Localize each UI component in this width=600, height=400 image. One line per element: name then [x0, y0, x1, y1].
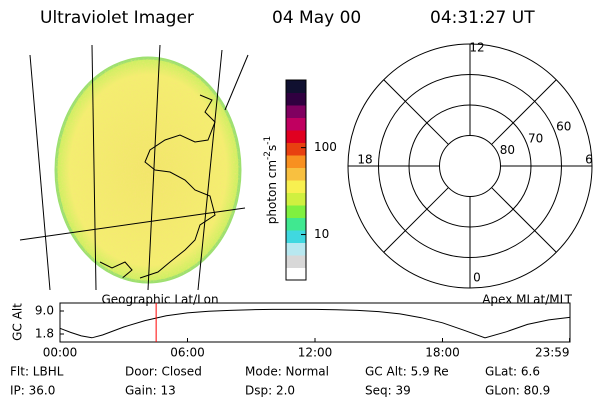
colorbar-segment — [286, 180, 306, 193]
status-field: IP: 36.0 — [10, 384, 55, 398]
label-text: s — [265, 145, 279, 151]
status-field: GC Alt: 5.9 Re — [365, 365, 449, 379]
colorbar-tick-label: 10 — [314, 227, 329, 241]
colorbar-segment — [286, 130, 306, 143]
y-axis-label: GC Alt — [11, 303, 25, 341]
colorbar-segment — [286, 217, 306, 231]
x-tick-label: 23:59 — [535, 346, 570, 360]
colorbar-segment — [286, 80, 306, 93]
x-tick-label: 06:00 — [170, 346, 205, 360]
status-field: Gain: 13 — [125, 384, 176, 398]
colorbar-segment — [286, 105, 306, 118]
colorbar-segment — [286, 255, 306, 268]
label-exponent: -1 — [263, 136, 273, 145]
latitude-label: 70 — [528, 131, 543, 145]
colorbar-segment — [286, 192, 306, 206]
colorbar-segment — [286, 205, 306, 218]
status-field: Flt: LBHL — [10, 365, 64, 379]
colorbar-segment — [286, 155, 306, 168]
spoke — [491, 79, 557, 145]
altitude-line — [59, 308, 570, 339]
colorbar-segment — [286, 117, 306, 131]
x-tick-label: 18:00 — [425, 346, 460, 360]
colorbar-frame — [285, 79, 307, 281]
status-field: Mode: Normal — [245, 365, 329, 379]
instrument: Ultraviolet Imager — [40, 8, 194, 28]
y-tick-label: 9.0 — [35, 303, 54, 317]
label-exponent: -2 — [263, 151, 273, 160]
colorbar-segment — [286, 242, 306, 256]
colorbar-label: photon cm-2s-1 — [263, 136, 279, 225]
plot-frame — [59, 302, 571, 343]
x-tick-label: 00:00 — [43, 346, 78, 360]
colorbar-segment — [286, 142, 306, 156]
colorbar-segment — [286, 267, 306, 281]
latitude-label: 60 — [556, 120, 571, 134]
colorbar-segment — [286, 92, 306, 106]
latitude-label: 80 — [500, 143, 515, 157]
spoke — [383, 79, 449, 145]
image-title: Geographic Lat/Lon — [101, 293, 218, 307]
y-tick-label: 1.8 — [35, 327, 54, 341]
status-field: Seq: 39 — [365, 384, 411, 398]
spoke — [383, 187, 449, 253]
date: 04 May 00 — [272, 8, 361, 28]
mlt-label: 6 — [585, 153, 593, 167]
x-tick-label: 12:00 — [298, 346, 333, 360]
status-field: Door: Closed — [125, 365, 202, 379]
mlt-label: 0 — [473, 271, 481, 285]
status-field: GLat: 6.6 — [485, 365, 540, 379]
status-field: GLon: 80.9 — [485, 384, 550, 398]
auroral-image — [19, 44, 249, 291]
colorbar-segment — [286, 167, 306, 181]
colorbar-segment — [286, 230, 306, 243]
status-field: Dsp: 2.0 — [245, 384, 295, 398]
latitude-ring — [439, 135, 501, 197]
colorbar-tick-label: 100 — [314, 140, 337, 154]
time: 04:31:27 UT — [430, 8, 535, 28]
mlt-label: 12 — [469, 41, 484, 55]
label-text: photon cm — [265, 160, 279, 224]
spoke — [491, 187, 557, 253]
mlt-label: 18 — [357, 153, 372, 167]
polar-title: Apex MLat/MLT — [482, 293, 572, 307]
